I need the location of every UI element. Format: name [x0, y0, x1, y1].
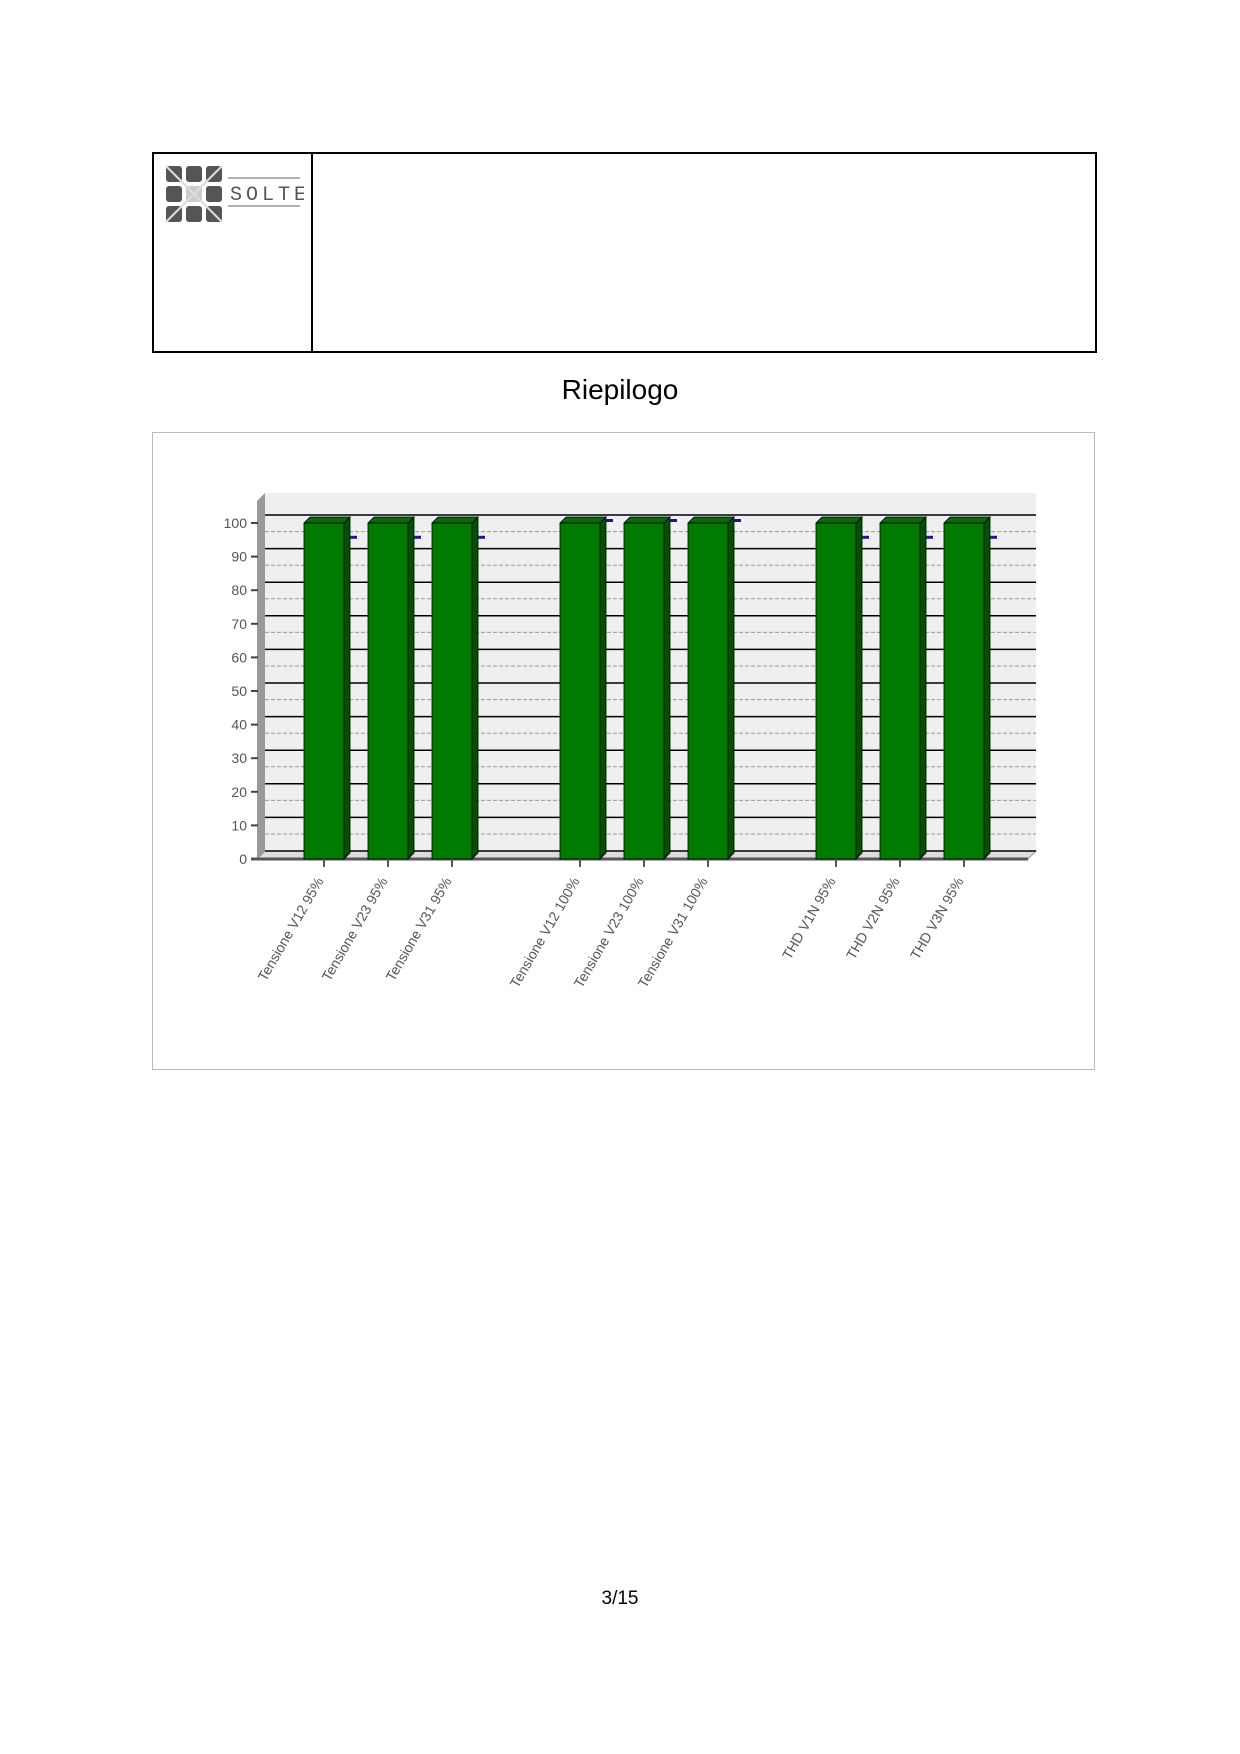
threshold-marker [926, 535, 933, 539]
bar-top [687, 516, 735, 524]
bar-side [983, 516, 991, 860]
y-tick-label: 100 [224, 515, 248, 531]
chart-container: 0 10 20 30 40 50 60 70 80 90 100 Tensione V12 95% Te… [152, 432, 1095, 1070]
x-tick-label: Tensione V12 100% [506, 875, 582, 991]
x-tick-label: Tensione V12 95% [254, 875, 326, 984]
bar [623, 522, 665, 860]
y-axis-wall [257, 493, 265, 859]
bar [559, 522, 601, 860]
y-tick-label: 40 [231, 717, 247, 733]
bar [879, 522, 921, 860]
solter-logo: SOLTER [165, 165, 304, 223]
x-tick-label: Tensione V31 95% [382, 875, 454, 984]
x-tick-label: Tensione V31 100% [634, 875, 710, 991]
threshold-marker [414, 535, 421, 539]
threshold-marker [478, 535, 485, 539]
y-tick-label: 0 [239, 851, 247, 867]
y-tick-label: 70 [231, 616, 247, 632]
x-tick-label: Tensione V23 95% [318, 875, 390, 984]
bar [687, 522, 729, 860]
bar-top [303, 516, 351, 524]
bar-top [367, 516, 415, 524]
bar [815, 522, 857, 860]
y-tick-label: 50 [231, 683, 247, 699]
threshold-marker [734, 519, 741, 522]
bar-top [431, 516, 479, 524]
x-tick-label: THD V1N 95% [779, 875, 839, 963]
bar-side [599, 516, 607, 860]
x-tick-label: THD V2N 95% [843, 875, 903, 963]
y-tick-label: 10 [231, 817, 247, 833]
y-tick-label: 90 [231, 549, 247, 565]
bar-top [623, 516, 671, 524]
bar [303, 522, 345, 860]
bar-top [943, 516, 991, 524]
page-title: Riepilogo [561, 374, 679, 405]
threshold-marker [350, 535, 357, 539]
bar-side [471, 516, 479, 860]
bar-top [815, 516, 863, 524]
bar-side [343, 516, 351, 860]
bar [943, 522, 985, 860]
bar-top [879, 516, 927, 524]
bar-side [727, 516, 735, 860]
x-tick-label: THD V3N 95% [907, 875, 967, 963]
bar-top [559, 516, 607, 524]
y-tick-label: 30 [231, 750, 247, 766]
logo-text: SOLTER [230, 184, 304, 207]
bar [431, 522, 473, 860]
bar-side [663, 516, 671, 860]
bar-side [407, 516, 415, 860]
logo-cell: SOLTER [154, 154, 313, 351]
threshold-marker [606, 519, 613, 522]
bar-side [855, 516, 863, 860]
threshold-marker [670, 519, 677, 522]
bar [367, 522, 409, 860]
y-tick-label: 80 [231, 582, 247, 598]
bar-side [919, 516, 927, 860]
page-number: 3/15 [601, 1588, 639, 1609]
report-header: SOLTER [152, 152, 1097, 353]
threshold-marker [990, 535, 997, 539]
threshold-marker [862, 535, 869, 539]
y-tick-label: 20 [231, 784, 247, 800]
y-tick-label: 60 [231, 649, 247, 665]
x-tick-label: Tensione V23 100% [570, 875, 646, 991]
